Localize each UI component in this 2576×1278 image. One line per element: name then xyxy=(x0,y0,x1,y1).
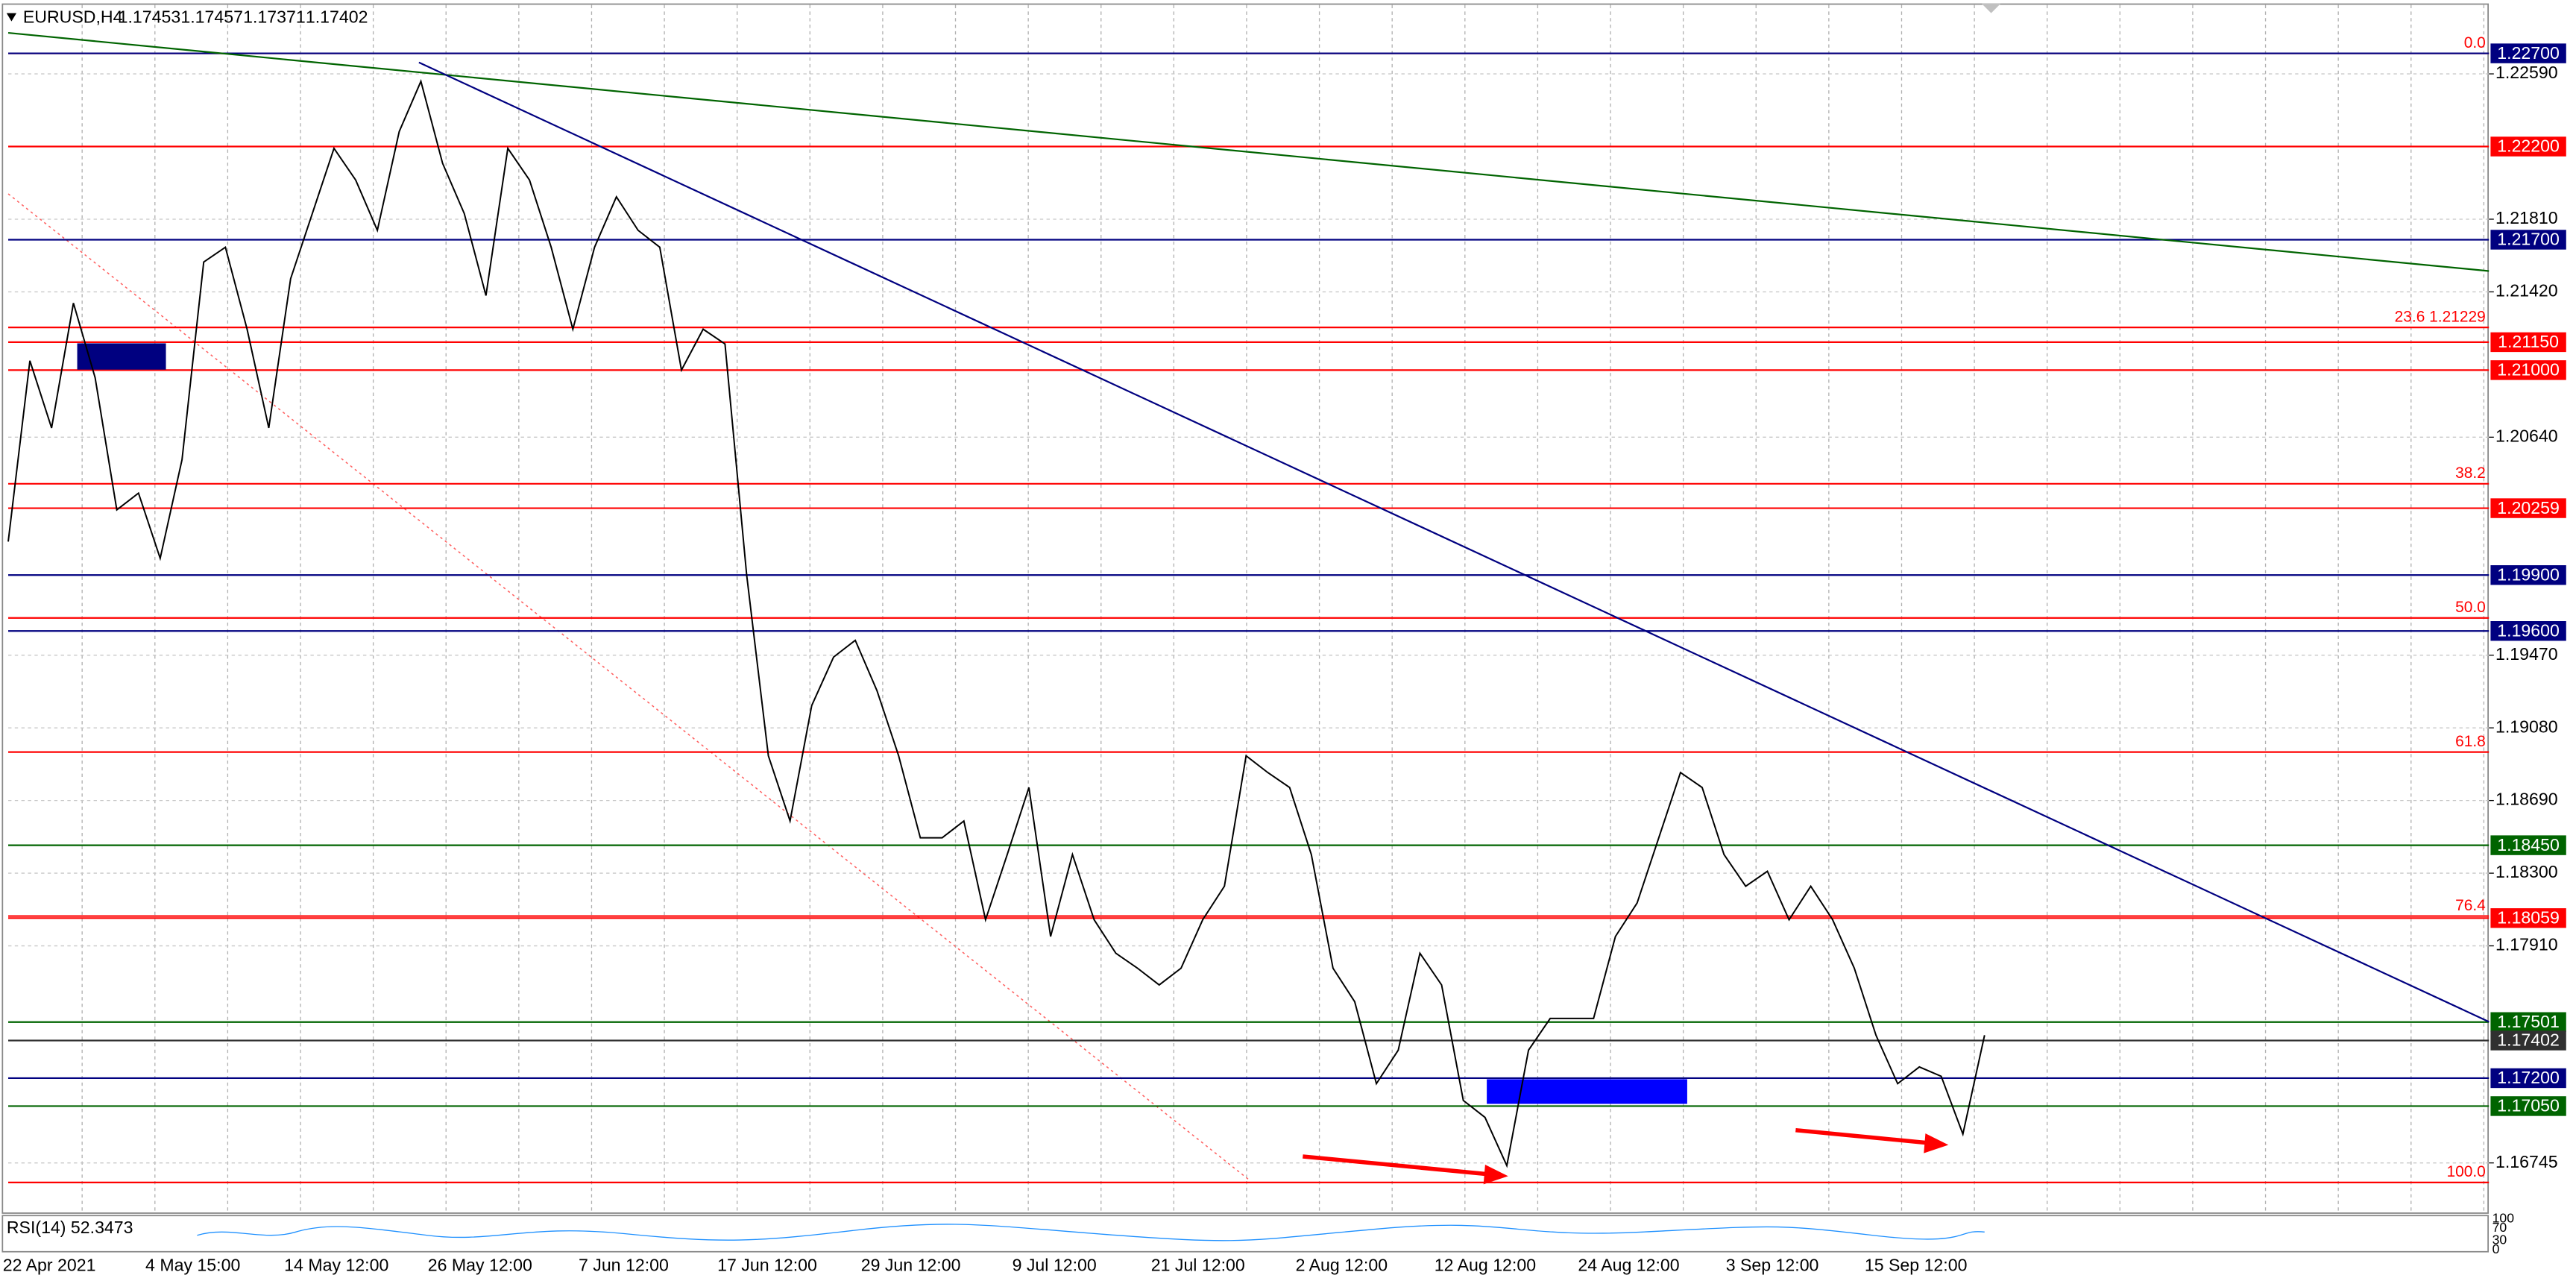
y-tick-label: 1.16745 xyxy=(2495,1152,2558,1171)
level-box xyxy=(2490,565,2566,585)
rsi-tick-label: 100 xyxy=(2492,1210,2515,1225)
level-box xyxy=(2490,1030,2566,1051)
y-tick-label: 1.17910 xyxy=(2495,935,2558,954)
y-tick-label: 1.19080 xyxy=(2495,717,2558,736)
level-label: 1.17501 xyxy=(2497,1012,2560,1031)
level-label: 1.17050 xyxy=(2497,1096,2560,1115)
menu-marker xyxy=(6,13,17,22)
y-tick-label: 1.22590 xyxy=(2495,63,2558,82)
arrow xyxy=(1795,1127,1949,1153)
rsi-label: RSI(14) 52.3473 xyxy=(7,1218,133,1237)
symbol: EURUSD,H4 xyxy=(23,7,123,26)
y-tick-label: 1.20640 xyxy=(2495,426,2558,445)
zone-rect xyxy=(1487,1079,1687,1104)
level-box xyxy=(2490,835,2566,855)
fib-label: 50.0 xyxy=(2455,599,2486,616)
level-box xyxy=(2490,908,2566,928)
rsi-tick-label: 70 xyxy=(2492,1220,2507,1235)
x-tick-label: 12 Aug 12:00 xyxy=(1435,1256,1536,1275)
trend-line-blue xyxy=(418,61,2490,1023)
x-tick-label: 3 Sep 12:00 xyxy=(1726,1256,1819,1275)
x-tick-label: 26 May 12:00 xyxy=(428,1256,532,1275)
x-tick-label: 24 Aug 12:00 xyxy=(1578,1256,1679,1275)
zone-rect xyxy=(77,343,166,370)
rsi-tick-label: 30 xyxy=(2492,1233,2507,1247)
x-tick-label: 4 May 15:00 xyxy=(145,1256,240,1275)
ohlc-value: 1.17453 xyxy=(119,7,181,26)
rsi-line xyxy=(197,1224,1985,1241)
level-label: 1.17402 xyxy=(2497,1030,2560,1050)
fib-label: 23.6 1.21229 xyxy=(2395,308,2486,325)
level-box xyxy=(2490,1096,2566,1116)
rsi-frame xyxy=(1,1215,2489,1253)
x-axis: 22 Apr 2021 4 May 15:00 14 May 12:00 26 May… xyxy=(3,1256,1968,1275)
level-box xyxy=(2490,332,2566,353)
x-tick-label: 7 Jun 12:00 xyxy=(579,1256,669,1275)
y-tick-label: 1.18690 xyxy=(2495,790,2558,809)
y-tick-label: 1.19470 xyxy=(2495,644,2558,664)
fib-label: 0.0 xyxy=(2464,34,2486,51)
fib-label: 61.8 xyxy=(2455,733,2486,750)
x-tick-label: 17 Jun 12:00 xyxy=(717,1256,817,1275)
price-series xyxy=(7,79,1985,1168)
arrow xyxy=(1303,1154,1508,1185)
level-label: 1.20259 xyxy=(2497,498,2560,517)
ohlc-value: 1.17402 xyxy=(306,7,368,26)
fib-label: 76.4 xyxy=(2455,897,2486,914)
fib-label: 100.0 xyxy=(2446,1163,2485,1180)
y-tick-label: 1.21810 xyxy=(2495,208,2558,227)
shift-marker xyxy=(1981,3,2001,13)
level-label: 1.21700 xyxy=(2497,230,2560,249)
y-tick-label: 1.21420 xyxy=(2495,281,2558,300)
fib-label: 38.2 xyxy=(2455,465,2486,482)
level-label: 1.19600 xyxy=(2497,620,2560,640)
y-tick-label: 1.18300 xyxy=(2495,862,2558,881)
level-label: 1.21150 xyxy=(2498,332,2559,351)
x-tick-label: 29 Jun 12:00 xyxy=(861,1256,961,1275)
rsi-tick-label: 0 xyxy=(2492,1241,2500,1256)
vertical-grid xyxy=(81,4,2485,1212)
levels: 0.023.6 1.2122938.250.061.876.4100.01.22… xyxy=(8,34,2566,1183)
horizontal-grid: 1.22590 1.21810 1.21420 1.20640 1.19470 1.190… xyxy=(8,63,2558,1171)
level-box xyxy=(2490,1068,2566,1089)
level-box xyxy=(2490,1012,2566,1032)
level-label: 1.17200 xyxy=(2497,1068,2560,1087)
level-box xyxy=(2490,498,2566,518)
level-box xyxy=(2490,621,2566,641)
trend-line-green xyxy=(7,31,2490,272)
ohlc: 1.17453 1.17457 1.17371 1.17402 xyxy=(119,7,368,26)
plot-frame xyxy=(1,3,2489,1214)
level-label: 1.22700 xyxy=(2497,43,2560,63)
level-label: 1.18059 xyxy=(2497,908,2560,928)
level-label: 1.22200 xyxy=(2497,136,2560,156)
price-line xyxy=(7,79,1985,1168)
level-box xyxy=(2490,136,2566,157)
x-tick-label: 14 May 12:00 xyxy=(284,1256,388,1275)
level-box xyxy=(2490,230,2566,250)
x-tick-label: 9 Jul 12:00 xyxy=(1013,1256,1097,1275)
ohlc-value: 1.17371 xyxy=(243,7,306,26)
level-box xyxy=(2490,43,2566,63)
level-label: 1.21000 xyxy=(2497,360,2560,380)
x-tick-label: 2 Aug 12:00 xyxy=(1296,1256,1388,1275)
ohlc-value: 1.17457 xyxy=(180,7,243,26)
level-label: 1.19900 xyxy=(2497,564,2560,584)
level-label: 1.18450 xyxy=(2497,835,2560,854)
level-box xyxy=(2490,360,2566,380)
x-tick-label: 15 Sep 12:00 xyxy=(1865,1256,1968,1275)
x-tick-label: 22 Apr 2021 xyxy=(3,1256,96,1275)
x-tick-label: 21 Jul 12:00 xyxy=(1151,1256,1245,1275)
